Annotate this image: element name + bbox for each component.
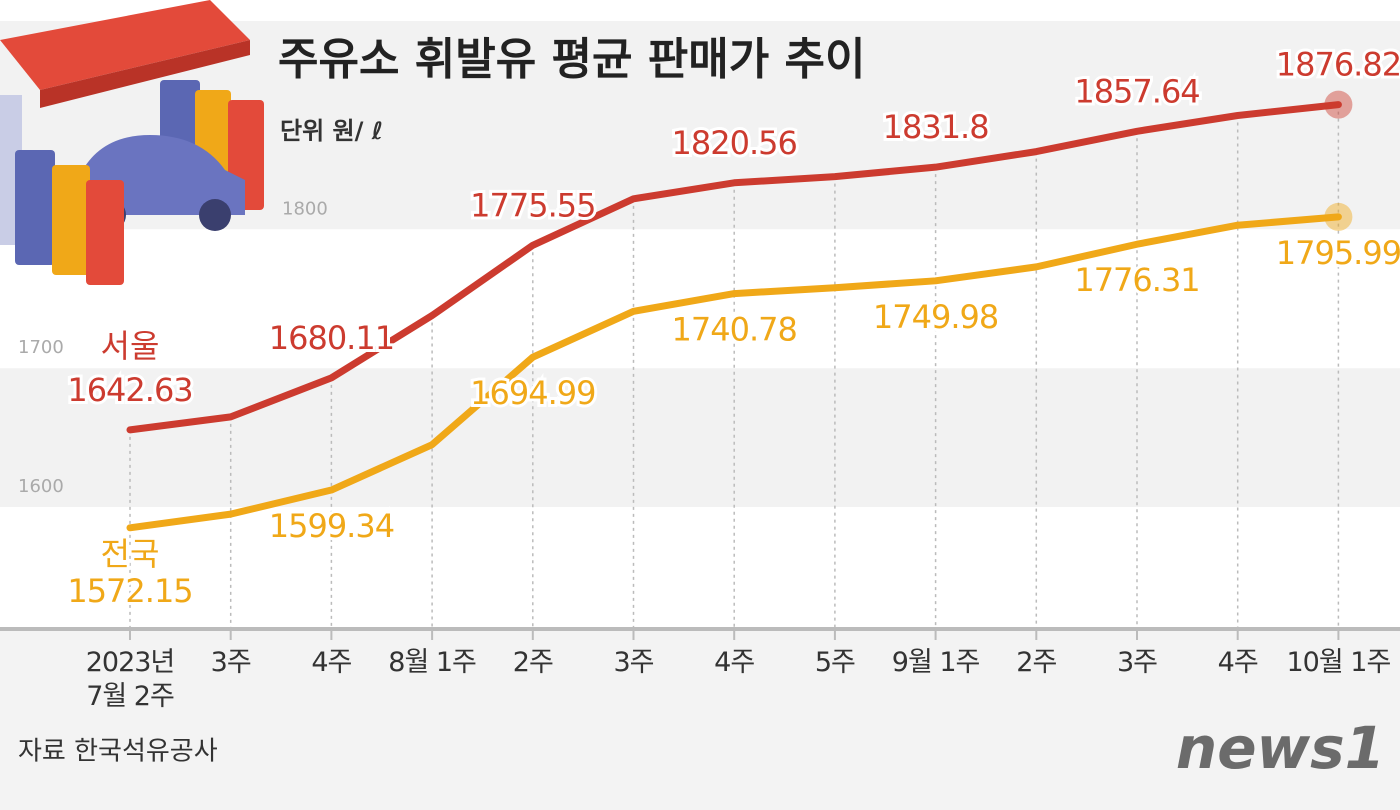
x-tick-label: 2023년 7월 2주: [85, 647, 176, 712]
x-tick-label: 3주: [613, 647, 654, 678]
value-label: 1740.78: [672, 311, 797, 349]
source: 자료 한국석유공사: [18, 737, 218, 767]
value-label: 1749.98: [873, 298, 998, 336]
band: [0, 507, 1400, 628]
x-tick-label: 2주: [512, 647, 554, 678]
series-line: [126, 101, 1342, 434]
logo: news1: [1176, 714, 1385, 782]
x-tick-label: 4주: [1217, 647, 1259, 678]
value-label: 1694.99: [470, 374, 595, 412]
value-label: 1795.99: [1276, 234, 1400, 272]
x-tick-label: 10월 1주: [1286, 647, 1391, 678]
value-label: 1599.34: [269, 507, 394, 545]
x-tick-label: 2주: [1016, 647, 1057, 678]
value-label: 1572.15: [67, 572, 192, 610]
value-label: 1857.64: [1074, 72, 1199, 110]
band: [0, 368, 1400, 508]
series-name: 서울: [101, 327, 160, 365]
end-dot: [1324, 90, 1353, 119]
unit-label: 단위 원/ ℓ: [280, 117, 383, 145]
chart-title: 주유소 휘발유 평균 판매가 추이: [278, 34, 866, 85]
x-tick-label: 4주: [714, 647, 755, 678]
footer-bg: [0, 628, 1400, 810]
x-tick-label: 9월 1주: [891, 647, 981, 678]
value-label: 1831.8: [883, 108, 989, 146]
y-tick-label: 1700: [18, 337, 64, 358]
value-label: 1876.82: [1276, 46, 1400, 84]
value-label: 1820.56: [672, 124, 797, 162]
value-label: 1680.11: [269, 319, 394, 357]
x-tick-label: 4주: [311, 647, 352, 678]
x-tick-label: 5주: [814, 647, 856, 678]
end-dot: [1324, 202, 1353, 231]
value-label: 1642.63: [67, 371, 192, 409]
x-tick-label: 8월 1주: [388, 647, 477, 678]
series-name: 전국: [101, 535, 160, 573]
gas-station-illustration: [0, 0, 264, 285]
x-tick-label: 3주: [1116, 647, 1158, 678]
x-tick-label: 3주: [210, 647, 252, 678]
y-tick-label: 1800: [282, 198, 328, 219]
series-line: [126, 213, 1342, 532]
value-label: 1776.31: [1074, 261, 1199, 299]
y-tick-label: 1600: [18, 476, 64, 497]
value-label: 1775.55: [470, 186, 595, 224]
